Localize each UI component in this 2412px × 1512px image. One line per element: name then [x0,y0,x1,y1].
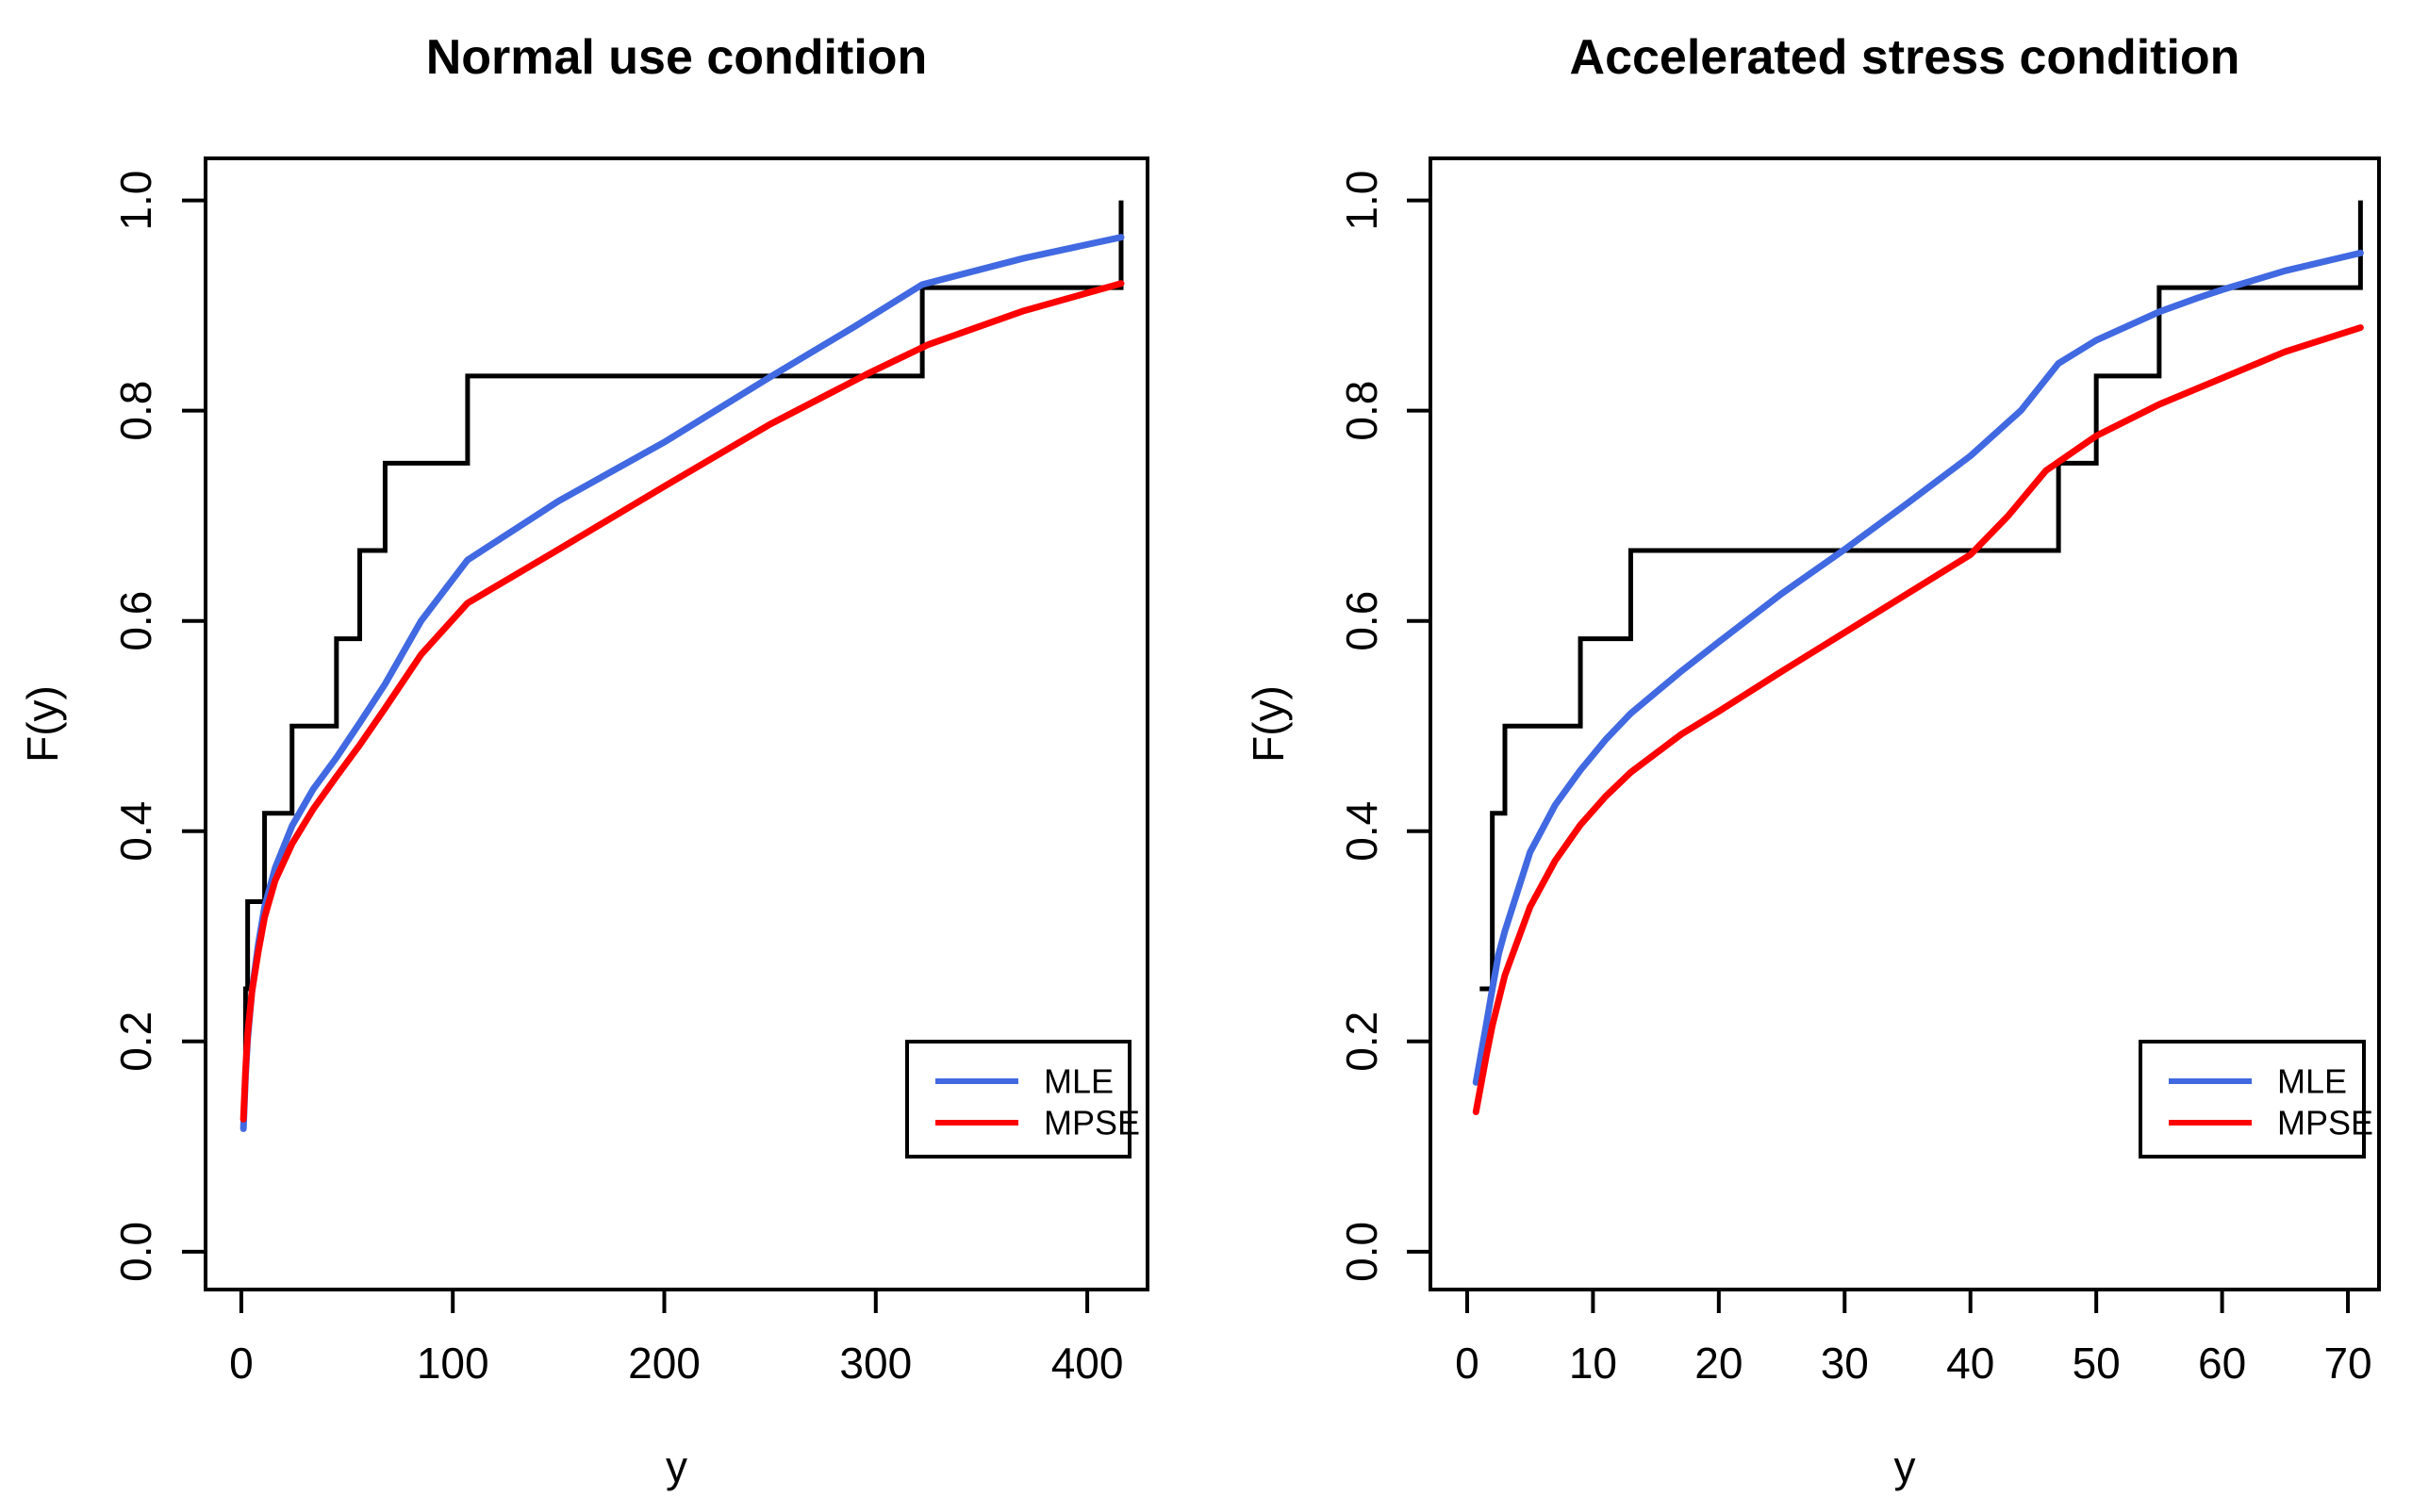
x-tick-label: 60 [2198,1339,2246,1388]
legend-border [905,1040,1132,1159]
y-tick-label: 0.8 [1337,381,1386,441]
x-tick-label: 200 [628,1339,701,1388]
x-tick-label: 10 [1569,1339,1617,1388]
x-tick-label: 30 [1821,1339,1869,1388]
x-tick-label: 0 [229,1339,254,1388]
y-tick-label: 0.6 [111,591,160,651]
y-tick-label: 0.0 [1337,1222,1386,1282]
mpse-curve [1472,324,2364,1116]
panel-title: Normal use condition [426,30,928,85]
plot-box [204,156,1149,1291]
y-tick-label: 1.0 [1337,171,1386,231]
y-tick-label: 0.4 [111,801,160,862]
panel-normal-use: Normal use condition 0 100 200 300 400 0.0 0.2 0… [18,30,1149,1491]
ecdf-step-line [242,200,1124,1079]
mle-curve [240,234,1125,1132]
x-tick-label: 50 [2073,1339,2121,1388]
x-tick-label: 100 [417,1339,489,1388]
mpse-curve [240,280,1125,1123]
legend-label-mle: MLE [2277,1062,2347,1101]
x-axis-label: y [666,1442,687,1491]
panel-accelerated-stress: Accelerated stress condition 0 10 20 30 40 50 6… [1244,30,2381,1491]
legend-label-mle: MLE [1044,1062,1114,1101]
x-tick-label: 0 [1455,1339,1479,1388]
x-tick-label: 20 [1694,1339,1743,1388]
y-tick-label: 0.6 [1337,591,1386,651]
legend-label-mpse: MPSE [1044,1104,1140,1142]
mle-curve [1472,249,2364,1086]
legend-label-mpse: MPSE [2277,1104,2373,1142]
panel-title: Accelerated stress condition [1570,30,2240,85]
y-tick-label: 0.2 [111,1011,160,1072]
y-tick-label: 0.0 [111,1222,160,1282]
x-axis-label: y [1894,1442,1916,1491]
y-tick-label: 0.2 [1337,1011,1386,1072]
y-tick-label: 1.0 [111,171,160,231]
x-tick-label: 70 [2323,1339,2371,1388]
y-axis-label: F(y) [1244,685,1293,763]
x-tick-label: 300 [839,1339,912,1388]
legend-border [2139,1040,2366,1159]
ecdf-step-line [1479,200,2363,992]
y-tick-label: 0.4 [1337,801,1386,862]
y-axis-label: F(y) [18,685,67,763]
x-tick-label: 40 [1946,1339,1994,1388]
x-tick-label: 400 [1051,1339,1124,1388]
plot-box [1429,156,2381,1291]
y-tick-label: 0.8 [111,381,160,441]
